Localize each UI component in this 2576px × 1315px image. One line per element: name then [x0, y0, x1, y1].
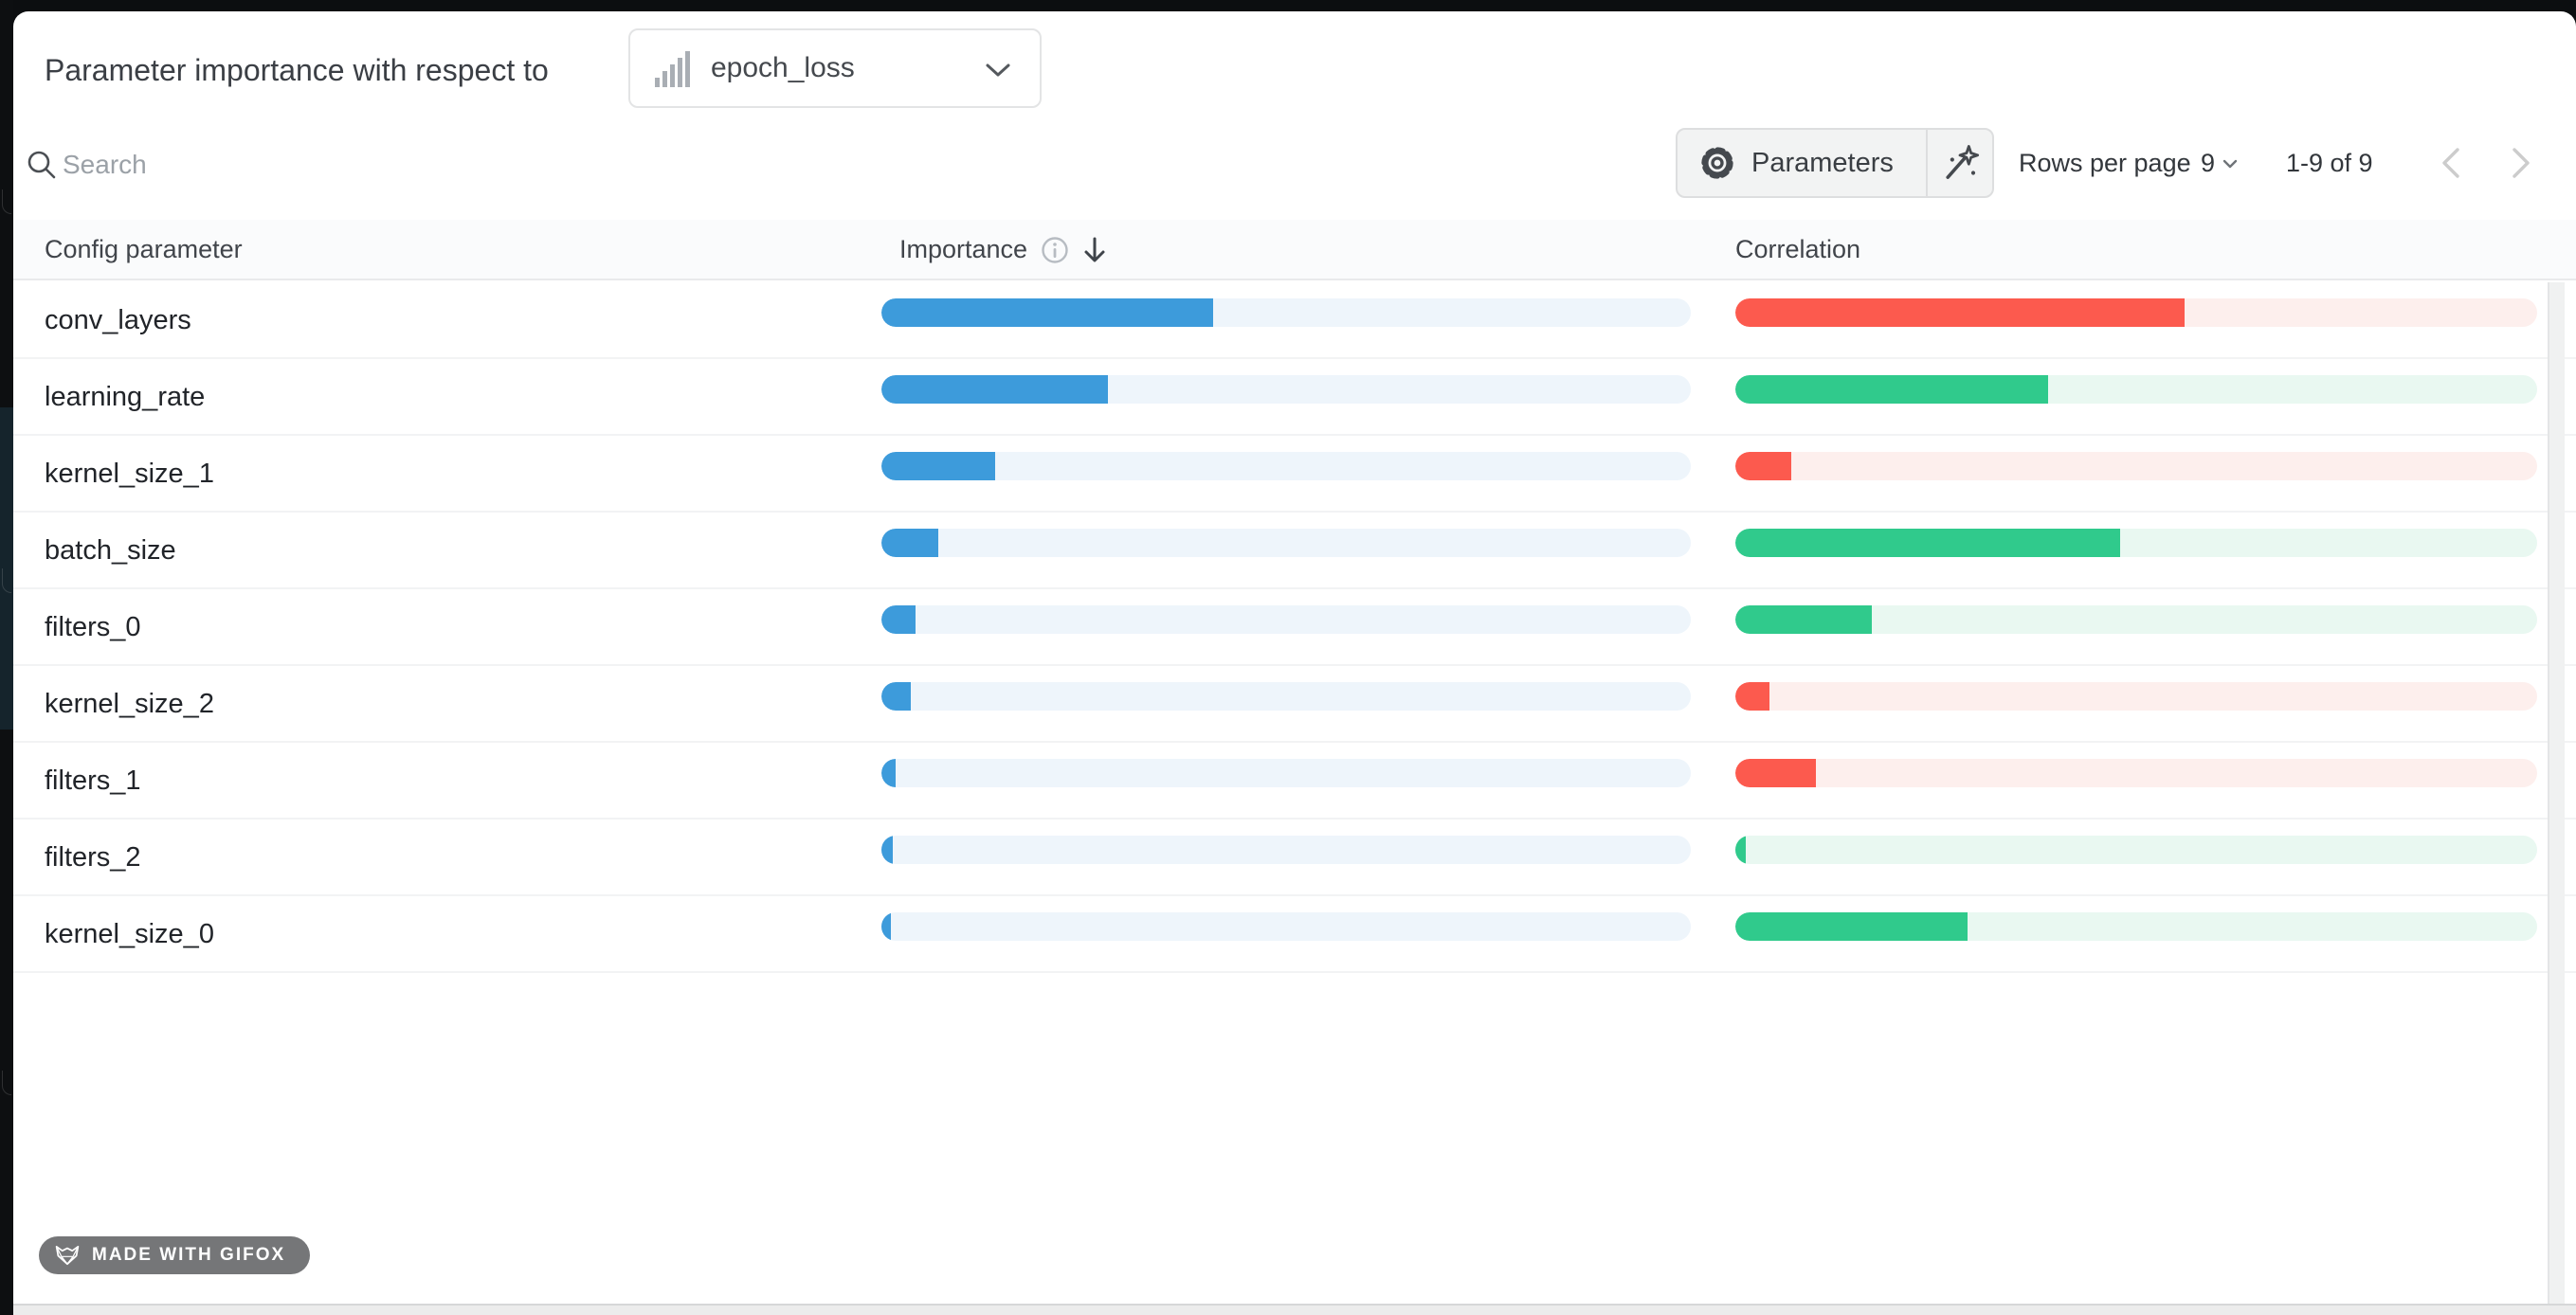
importance-bar-track	[881, 452, 1691, 480]
pagination-range: 1-9 of 9	[2286, 149, 2373, 177]
importance-bar-fill	[881, 605, 916, 634]
metric-dropdown[interactable]: epoch_loss	[628, 28, 1042, 108]
row-label: kernel_size_1	[45, 459, 214, 489]
correlation-bar-fill	[1735, 375, 2048, 404]
gear-icon	[1698, 144, 1736, 182]
magic-wand-icon	[1940, 143, 1980, 183]
table-row[interactable]: batch_size	[13, 513, 2576, 589]
importance-bar-track	[881, 682, 1691, 711]
bottom-divider	[13, 1304, 2576, 1306]
column-header-config-parameter: Config parameter	[45, 235, 243, 263]
importance-bar-track	[881, 605, 1691, 634]
importance-bar-fill	[881, 375, 1109, 404]
correlation-bar-fill	[1735, 759, 1816, 787]
rows-per-page-select[interactable]: 9	[2201, 149, 2238, 178]
importance-bar-fill	[881, 682, 911, 711]
correlation-bar-track	[1735, 605, 2537, 634]
importance-bar-fill	[881, 298, 1214, 327]
scrollbar-gutter[interactable]	[2548, 282, 2565, 1306]
info-icon[interactable]	[1041, 236, 1069, 264]
chevron-down-small-icon	[2222, 159, 2238, 169]
correlation-bar-fill	[1735, 298, 2185, 327]
sort-desc-arrow-icon[interactable]	[1082, 236, 1107, 264]
correlation-bar-fill	[1735, 912, 1968, 941]
background-left-strip	[0, 0, 13, 1315]
search-input[interactable]	[63, 144, 593, 186]
bar-chart-icon	[655, 49, 690, 87]
importance-bar-fill	[881, 759, 896, 787]
correlation-bar-track	[1735, 759, 2537, 787]
row-label: conv_layers	[45, 305, 191, 335]
panel-title: Parameter importance with respect to	[45, 53, 549, 87]
table-row[interactable]: filters_2	[13, 820, 2576, 896]
magic-wand-button[interactable]	[1926, 130, 1992, 196]
chevron-left-icon	[2440, 147, 2461, 179]
correlation-bar-track	[1735, 836, 2537, 864]
gifox-badge[interactable]: MADE WITH GIFOX	[39, 1236, 311, 1274]
parameters-button[interactable]: Parameters	[1678, 130, 1926, 196]
rows-per-page-label: Rows per page	[2019, 149, 2191, 177]
row-label: kernel_size_2	[45, 689, 214, 719]
table-row[interactable]: kernel_size_0	[13, 896, 2576, 973]
table-row[interactable]: kernel_size_2	[13, 666, 2576, 743]
importance-bar-track	[881, 836, 1691, 864]
pagination-next-button[interactable]	[2500, 142, 2542, 184]
background-sparkline-mark	[2, 1071, 11, 1095]
importance-header-label: Importance	[899, 235, 1028, 263]
correlation-bar-fill	[1735, 529, 2121, 557]
parameters-button-label: Parameters	[1751, 147, 1894, 178]
correlation-bar-fill	[1735, 452, 1792, 480]
importance-bar-track	[881, 529, 1691, 557]
rows-per-page-value: 9	[2201, 149, 2216, 177]
correlation-bar-fill	[1735, 605, 1872, 634]
correlation-bar-track	[1735, 452, 2537, 480]
row-label: filters_0	[45, 612, 141, 642]
table-row[interactable]: kernel_size_1	[13, 436, 2576, 513]
table-row[interactable]: learning_rate	[13, 359, 2576, 436]
background-top-strip	[0, 0, 2576, 11]
bottom-strip	[13, 1306, 2576, 1315]
importance-bar-track	[881, 759, 1691, 787]
chevron-down-icon	[985, 63, 1011, 78]
table-header: Config parameter Importance Correlation	[13, 220, 2576, 280]
importance-bar-track	[881, 912, 1691, 941]
table-row[interactable]: filters_1	[13, 743, 2576, 820]
column-header-correlation: Correlation	[1735, 235, 1861, 263]
table-row[interactable]: conv_layers	[13, 282, 2576, 359]
importance-bar-track	[881, 298, 1691, 327]
background-sparkline-mark	[2, 568, 11, 593]
importance-bar-fill	[881, 452, 995, 480]
row-label: filters_2	[45, 842, 141, 873]
row-label: learning_rate	[45, 382, 206, 412]
importance-bar-track	[881, 375, 1691, 404]
gifox-badge-label: MADE WITH GIFOX	[92, 1245, 286, 1265]
correlation-bar-track	[1735, 298, 2537, 327]
background-sparkline-mark	[2, 189, 11, 214]
table-body: conv_layers learning_rate kern	[13, 282, 2576, 973]
row-label: batch_size	[45, 535, 176, 566]
correlation-bar-fill	[1735, 682, 1769, 711]
correlation-bar-fill	[1735, 836, 1746, 864]
search-icon	[25, 148, 59, 182]
importance-bar-fill	[881, 912, 892, 941]
importance-bar-fill	[881, 836, 893, 864]
correlation-bar-track	[1735, 529, 2537, 557]
row-label: filters_1	[45, 766, 141, 796]
table-row[interactable]: filters_0	[13, 589, 2576, 666]
row-label: kernel_size_0	[45, 919, 214, 949]
parameters-button-group: Parameters	[1676, 128, 1994, 198]
metric-dropdown-value: epoch_loss	[711, 52, 855, 83]
chevron-right-icon	[2511, 147, 2531, 179]
pagination-prev-button[interactable]	[2430, 142, 2472, 184]
fox-icon	[54, 1244, 81, 1267]
column-header-importance[interactable]: Importance	[899, 235, 1107, 264]
parameter-importance-panel: Parameter importance with respect to epo…	[13, 11, 2576, 1315]
correlation-bar-track	[1735, 912, 2537, 941]
correlation-bar-track	[1735, 375, 2537, 404]
importance-bar-fill	[881, 529, 938, 557]
correlation-bar-track	[1735, 682, 2537, 711]
